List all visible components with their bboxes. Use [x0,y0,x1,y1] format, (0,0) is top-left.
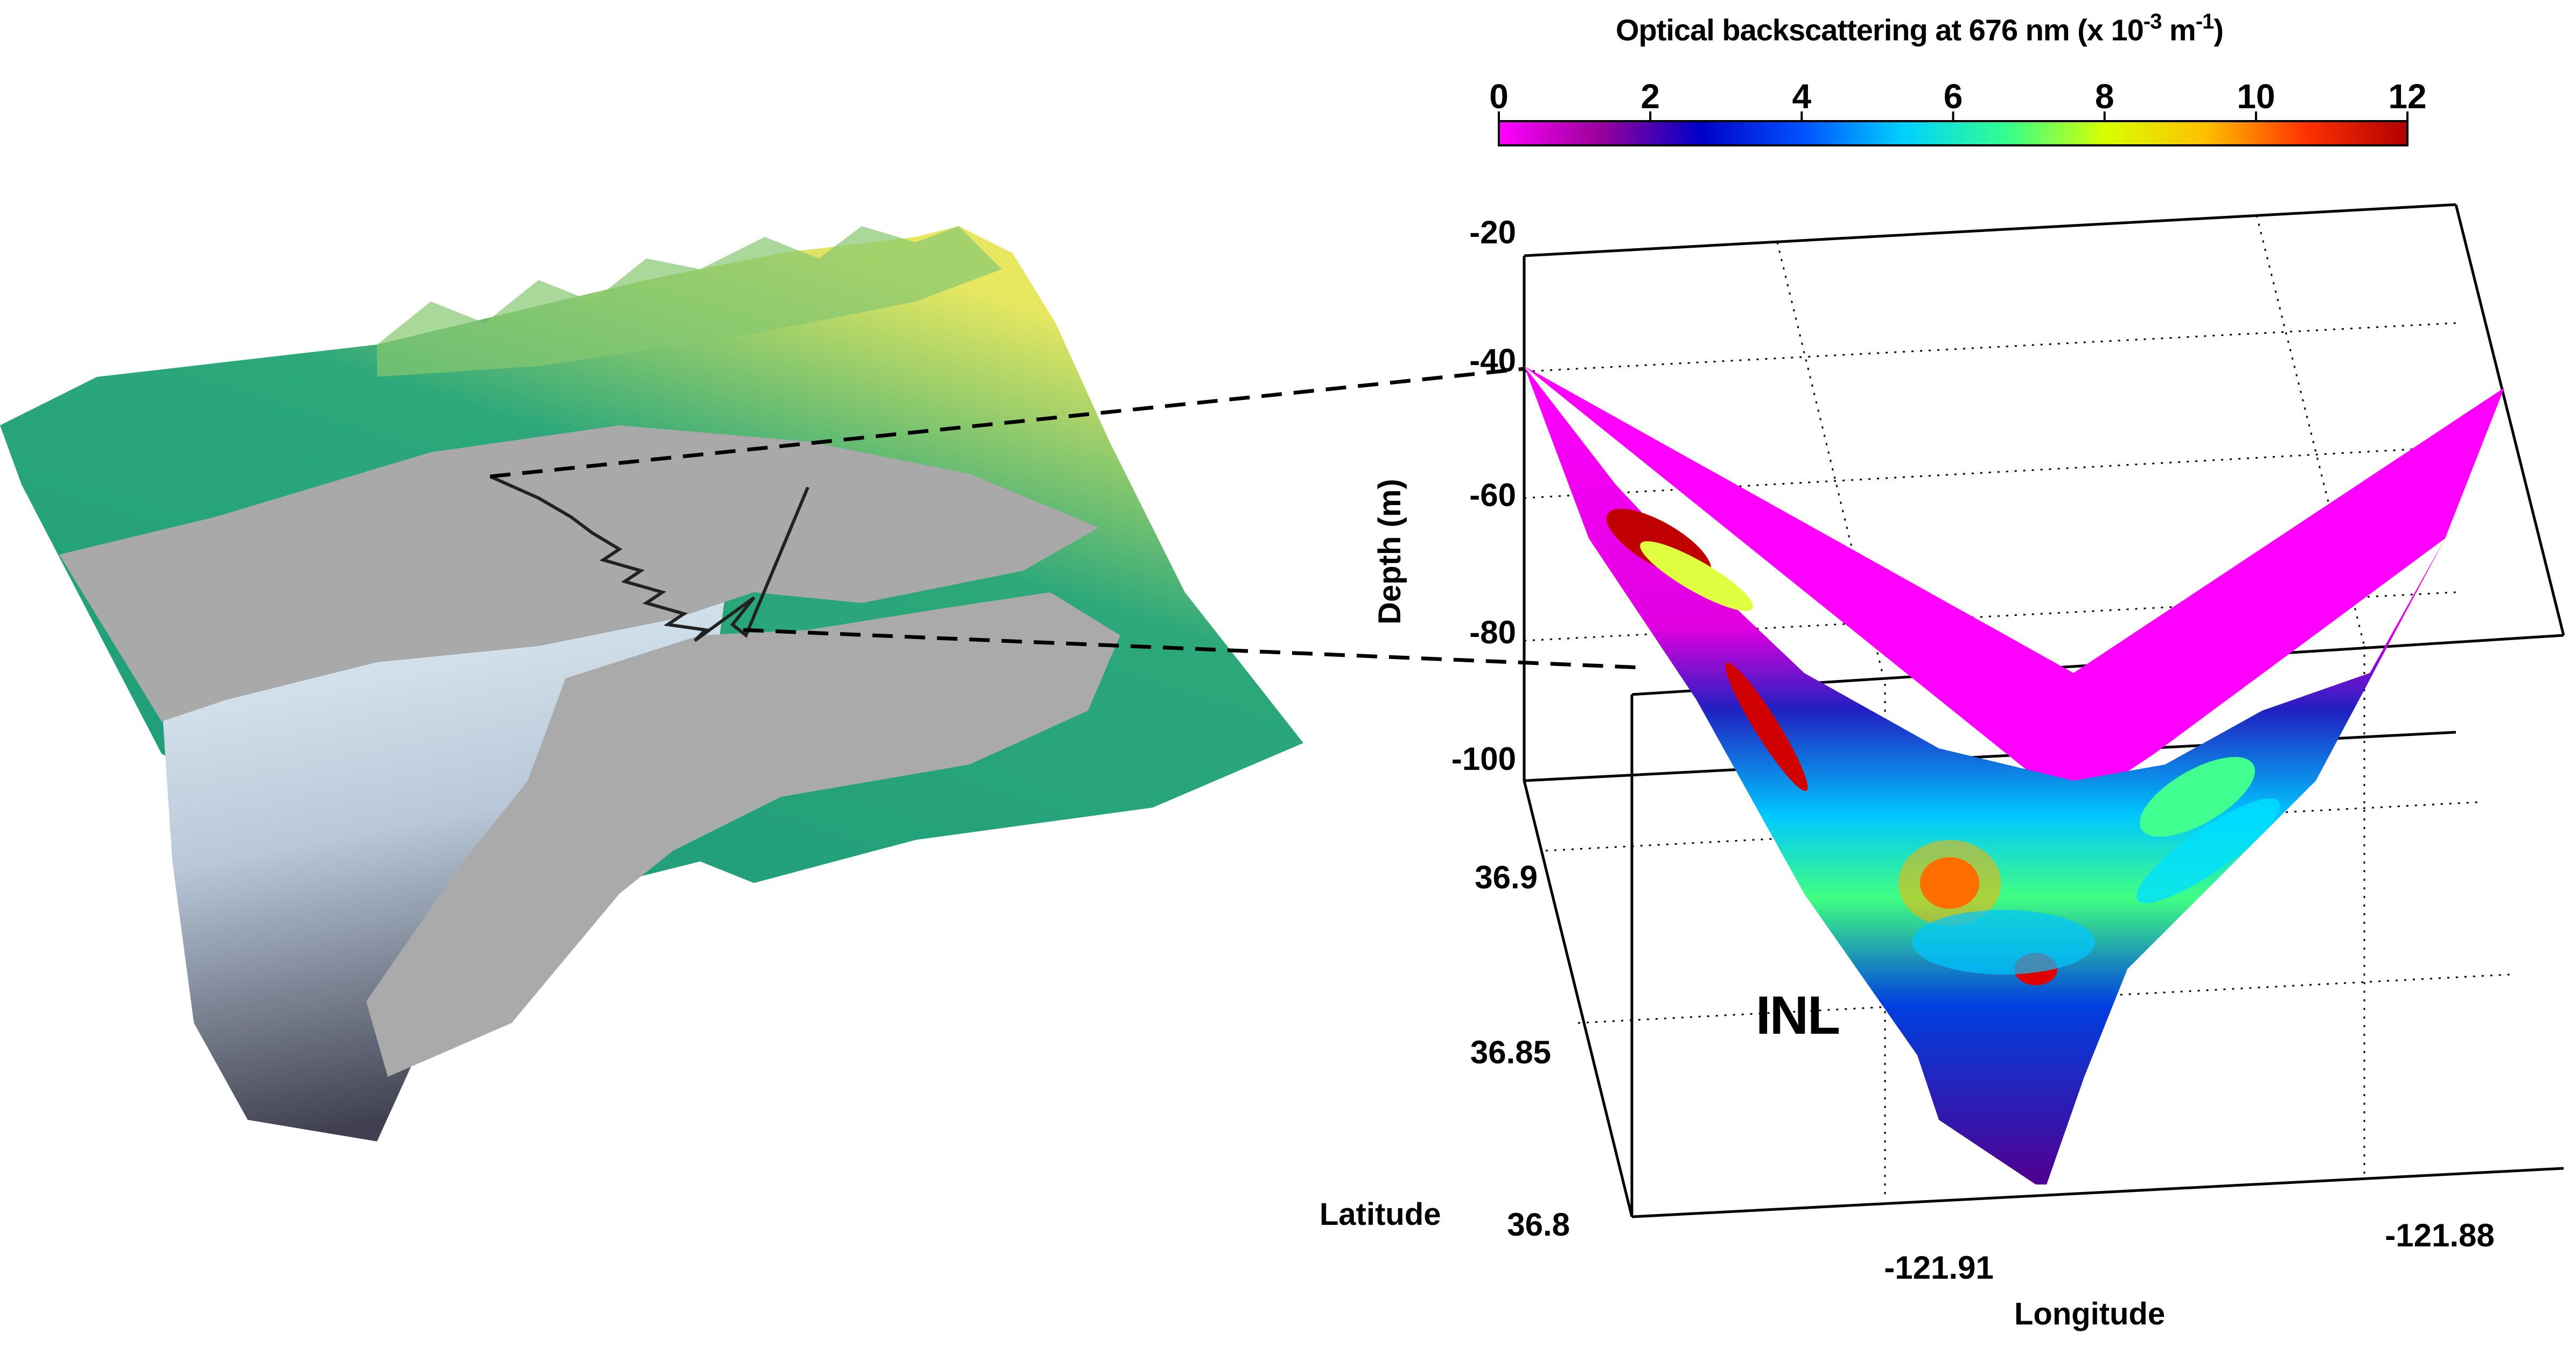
colorbar-tick-label: 2 [1640,77,1660,116]
feature-green-right [2140,757,2255,837]
depth-tick: -20 [1469,214,1516,250]
section-annotation: INL [1756,985,1839,1046]
feature-cyan-center [1912,910,2095,975]
feature-cyan-right [2136,798,2280,903]
depth-tick: -80 [1469,614,1516,650]
colorbar-tick-label: 6 [1944,77,1963,116]
feature-orange-core [1898,840,2001,926]
section-surface-magenta [1524,366,2504,808]
depth-tick: -100 [1451,741,1516,777]
longitude-tick: -121.88 [2385,1217,2495,1253]
colorbar-strip [1498,120,2409,146]
terrain-shelf [59,425,1099,721]
terrain-mountains [377,226,1002,377]
section-surface-data [1524,366,2445,1184]
colorbar: Optical backscattering at 676 nm (x 10-3… [1489,10,2427,146]
latitude-tick: 36.9 [1475,859,1538,895]
colorbar-tick-label: 0 [1489,77,1509,116]
colorbar-title: Optical backscattering at 676 nm (x 10-3… [1616,10,2223,47]
colorbar-tick-label: 8 [2095,77,2114,116]
feature-yellow-upper [1640,541,1753,611]
depth-tick: -40 [1469,342,1516,378]
latitude-tick: 36.85 [1470,1034,1551,1070]
connector-line-bottom [743,628,1643,670]
colorbar-ticks: 0 2 4 6 8 10 12 [1489,77,2427,121]
depth-axis-label: Depth (m) [1372,479,1407,625]
latitude-axis-label: Latitude [1320,1197,1441,1232]
section-plot: INL -20 -40 -60 -80 -100 Depth (m) 36.9 … [1320,203,2565,1331]
colorbar-tick-label: 4 [1792,77,1812,116]
colorbar-tick-label: 12 [2388,77,2426,116]
longitude-axis-label: Longitude [2014,1296,2165,1331]
terrain-shelf-south [366,592,1120,1077]
latitude-axis-ticks: 36.9 36.85 36.8 [1470,859,1570,1243]
colorbar-tick-label: 10 [2237,77,2275,116]
feature-red-mid [1725,662,1808,791]
longitude-tick: -121.91 [1884,1250,1994,1286]
longitude-axis-ticks: -121.91 -121.88 [1884,1217,2495,1286]
connector-line-top [490,367,1525,479]
survey-track [489,475,809,642]
terrain-rendering [0,226,1303,1141]
latitude-tick: 36.8 [1507,1207,1570,1243]
depth-axis-ticks: -20 -40 -60 -80 -100 [1451,214,1516,777]
depth-tick: -60 [1469,477,1516,513]
